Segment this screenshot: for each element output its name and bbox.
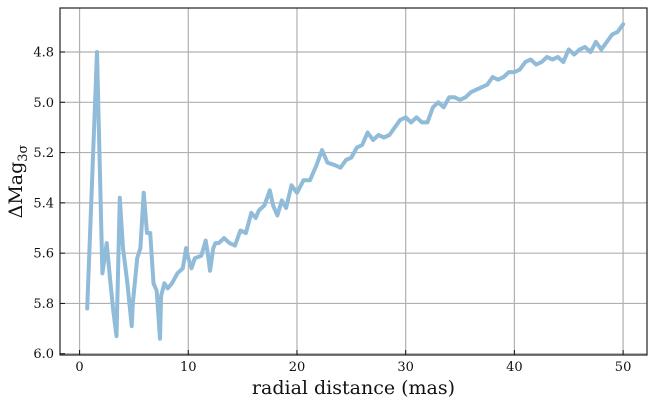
y-tick-label: 6.0 [33,347,54,362]
y-tick-label: 5.6 [33,247,54,262]
series-layer [85,22,626,341]
x-axis-ticks: 0 10 20 30 40 50 [75,350,631,375]
y-tick-label: 5.4 [33,196,54,211]
x-tick-label: 0 [75,360,83,375]
x-tick-label: 50 [615,360,632,375]
y-axis-label-subscript: 3σ [16,144,31,161]
y-axis-label-base: ΔMag [5,162,27,219]
x-tick-label: 30 [397,360,414,375]
x-tick-label: 40 [506,360,523,375]
y-axis-label: ΔMag3σ [5,144,31,218]
y-axis-ticks: 4.8 5.0 5.2 5.4 5.6 5.8 6.0 [33,46,65,362]
series-line [85,22,626,341]
y-tick-label: 5.0 [33,96,54,111]
x-tick-label: 20 [289,360,306,375]
plot-frame [59,7,648,356]
x-axis-label: radial distance (mas) [252,377,455,399]
y-tick-label: 5.2 [33,146,54,161]
y-tick-label: 4.8 [33,46,54,61]
y-tick-label: 5.8 [33,297,54,312]
x-tick-label: 10 [180,360,197,375]
